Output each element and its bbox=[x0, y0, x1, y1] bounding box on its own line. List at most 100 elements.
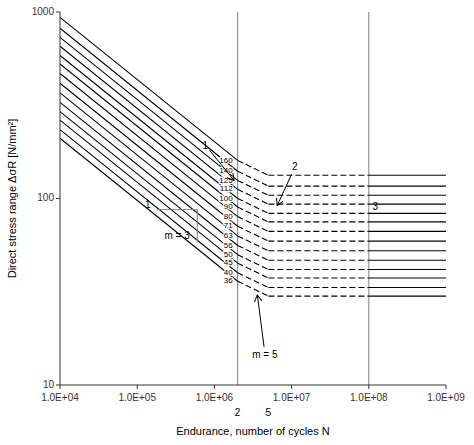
sn-curve-segment bbox=[238, 171, 269, 186]
y-axis-label: Direct stress range ΔσR [N/mm²] bbox=[6, 119, 18, 279]
x-tick bbox=[60, 385, 61, 389]
x-tick-label: 1.0E+06 bbox=[196, 392, 234, 403]
x-tick bbox=[446, 385, 447, 389]
slope-triangle bbox=[157, 210, 197, 243]
axis-annotation: 5 bbox=[266, 407, 272, 418]
fat-class-label: 71 bbox=[224, 221, 233, 230]
annotation: 1 bbox=[145, 199, 151, 210]
sn-curve-segment bbox=[238, 263, 269, 278]
sn-curve-segment bbox=[60, 46, 238, 189]
x-tick bbox=[214, 385, 215, 389]
sn-curve-segment bbox=[268, 260, 368, 261]
x-tick-label: 1.0E+08 bbox=[350, 392, 388, 403]
chart: 1.0E+04 1.0E+05 1.0E+06 1.0E+07 1.0E+08 1.0E+… bbox=[0, 0, 474, 445]
fat-class-label: 56 bbox=[224, 241, 233, 250]
x-tick-label: 1.0E+04 bbox=[41, 392, 79, 403]
sn-curve-segment bbox=[238, 273, 269, 288]
x-axis-line bbox=[60, 385, 446, 386]
plot-area bbox=[60, 12, 446, 385]
x-axis-label: Endurance, number of cycles N bbox=[176, 425, 330, 437]
sn-curve-segment bbox=[369, 287, 446, 288]
sn-curve-segment bbox=[60, 112, 238, 255]
sn-curve-segment bbox=[238, 199, 269, 214]
sn-curve-segment bbox=[268, 296, 368, 297]
fat-class-label: 63 bbox=[224, 231, 233, 240]
sn-curve-segment bbox=[238, 236, 269, 251]
sn-curve-segment bbox=[369, 195, 446, 196]
x-tick bbox=[137, 385, 138, 389]
sn-curve-segment bbox=[238, 281, 269, 296]
y-tick-label: 10 bbox=[43, 379, 55, 390]
background bbox=[0, 0, 474, 445]
y-tick bbox=[56, 12, 60, 13]
sn-curve-segment bbox=[369, 186, 446, 187]
annotation-arrow bbox=[210, 150, 234, 180]
sn-curve-segment bbox=[268, 250, 368, 251]
sn-curve-segment bbox=[60, 83, 238, 226]
sn-curve-segment bbox=[60, 28, 238, 171]
sn-curve-segment bbox=[60, 64, 238, 207]
sn-curve-segment bbox=[268, 277, 368, 278]
sn-curve-segment bbox=[369, 175, 446, 176]
x-tick-label: 1.0E+07 bbox=[273, 392, 311, 403]
sn-curve-segment bbox=[268, 204, 368, 205]
sn-curve-segment bbox=[369, 241, 446, 242]
sn-curve-segment bbox=[238, 207, 269, 222]
annotation-arrow bbox=[257, 295, 264, 347]
sn-curve-segment bbox=[369, 277, 446, 278]
axis-annotation: 2 bbox=[235, 407, 241, 418]
sn-curve-segment bbox=[268, 231, 368, 232]
sn-curve-segment bbox=[238, 245, 269, 260]
sn-curve-segment bbox=[60, 130, 238, 273]
sn-curve-segment bbox=[369, 204, 446, 205]
annotation: m = 5 bbox=[252, 349, 278, 360]
sn-curve-segment bbox=[238, 255, 269, 270]
sn-curve-segment bbox=[268, 175, 368, 176]
annotation: 2 bbox=[292, 161, 298, 172]
sn-curve-segment bbox=[60, 120, 238, 263]
annotation: m = 3 bbox=[164, 230, 190, 241]
sn-curve-segment bbox=[238, 217, 269, 232]
y-tick-label: 1000 bbox=[32, 6, 55, 17]
sn-curve-segment bbox=[369, 296, 446, 297]
sn-curve-segment bbox=[60, 17, 238, 160]
annotation: 1 bbox=[202, 140, 208, 151]
sn-curve-segment bbox=[268, 269, 368, 270]
x-tick bbox=[291, 385, 292, 389]
sn-curve-segment bbox=[369, 213, 446, 214]
y-tick bbox=[56, 198, 60, 199]
fat-class-label: 160 bbox=[219, 156, 233, 165]
sn-curve-segment bbox=[60, 74, 238, 217]
fat-class-label: 45 bbox=[224, 258, 233, 267]
fat-class-label: 112 bbox=[220, 184, 233, 193]
sn-curve-segment bbox=[268, 195, 368, 196]
fat-class-label: 90 bbox=[224, 202, 233, 211]
y-tick bbox=[56, 385, 60, 386]
sn-curve-segment bbox=[369, 260, 446, 261]
sn-curve-segment bbox=[369, 221, 446, 222]
annotation-arrow bbox=[277, 174, 291, 205]
sn-curve-segment bbox=[268, 213, 368, 214]
sn-curve-segment bbox=[60, 102, 238, 245]
fat-class-label: 80 bbox=[224, 212, 233, 221]
sn-curve-segment bbox=[369, 250, 446, 251]
reference-line bbox=[368, 12, 369, 385]
sn-curve-segment bbox=[60, 55, 238, 198]
sn-curve-segment bbox=[369, 269, 446, 270]
y-tick-label: 100 bbox=[37, 192, 54, 203]
x-tick-label: 1.0E+05 bbox=[118, 392, 156, 403]
sn-curve-segment bbox=[238, 180, 269, 195]
sn-curve-segment bbox=[369, 231, 446, 232]
fat-class-label: 36 bbox=[224, 276, 233, 285]
sn-curve-segment bbox=[238, 189, 269, 204]
sn-curve-segment bbox=[268, 287, 368, 288]
sn-curve-segment bbox=[268, 221, 368, 222]
sn-curve-segment bbox=[268, 241, 368, 242]
sn-curve-segment bbox=[60, 138, 238, 281]
sn-curve-segment bbox=[268, 186, 368, 187]
annotation: 3 bbox=[372, 201, 378, 212]
x-tick-label: 1.0E+09 bbox=[427, 392, 465, 403]
x-tick bbox=[368, 385, 369, 389]
sn-curve-segment bbox=[60, 93, 238, 236]
sn-curve-segment bbox=[238, 226, 269, 241]
